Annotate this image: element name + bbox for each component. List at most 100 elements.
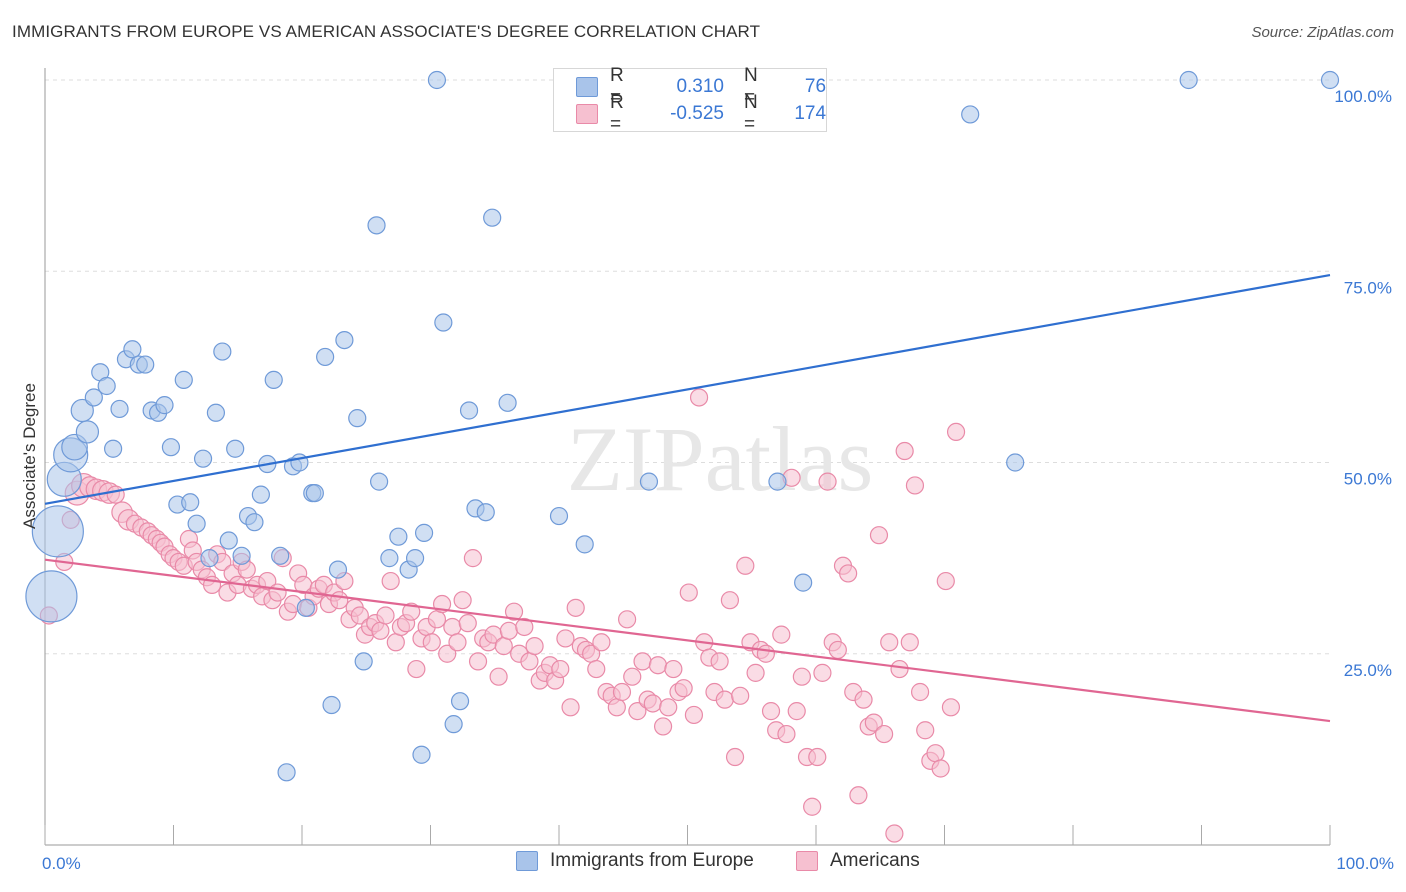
americans-point <box>813 663 832 682</box>
trend-lines <box>44 273 1331 723</box>
immigrants-point <box>187 514 206 533</box>
immigrants-point <box>251 485 270 504</box>
immigrants-point <box>348 409 367 428</box>
americans-point <box>561 698 580 717</box>
immigrants-point <box>104 439 123 458</box>
americans-point <box>839 564 858 583</box>
americans-point <box>268 583 287 602</box>
americans-point <box>453 591 472 610</box>
immigrants-point <box>232 546 251 565</box>
immigrants-trend-line <box>44 273 1331 505</box>
immigrants-point <box>498 393 517 412</box>
americans-point <box>463 549 483 568</box>
immigrants-point <box>450 692 470 711</box>
americans-point <box>880 633 899 652</box>
immigrants-point <box>75 420 100 444</box>
americans-point <box>731 686 750 705</box>
bottom-legend-label: Americans <box>830 850 920 871</box>
americans-point <box>756 644 775 663</box>
source-label: Source: ZipAtlas.com <box>1251 24 1394 41</box>
immigrants-point <box>370 472 389 491</box>
y-axis-label: Associate's Degree <box>20 383 39 529</box>
legend-n-label: N = <box>743 92 758 135</box>
immigrants-point <box>136 355 155 374</box>
americans-point <box>931 759 950 778</box>
immigrants-point <box>271 546 290 565</box>
americans-point <box>566 598 585 617</box>
immigrants-point <box>405 549 425 568</box>
americans-point <box>350 606 369 625</box>
immigrants-point <box>434 313 453 332</box>
americans-point <box>494 636 513 656</box>
bottom-legend-label: Immigrants from Europe <box>550 850 754 871</box>
americans-point <box>869 526 889 545</box>
americans-point <box>648 656 668 675</box>
immigrants-point <box>1179 70 1198 90</box>
immigrants-point <box>97 376 116 396</box>
americans-point <box>746 663 765 682</box>
immigrants-point <box>219 531 238 550</box>
americans-point <box>885 824 904 843</box>
americans-point <box>633 652 652 671</box>
americans-point <box>772 625 791 644</box>
immigrants-point <box>335 331 354 350</box>
americans-point <box>468 652 488 671</box>
americans-point <box>443 617 462 637</box>
legend-swatch-pink <box>576 104 598 124</box>
americans-point <box>618 610 637 629</box>
americans-point <box>900 633 919 652</box>
legend-r-label: R = <box>609 65 624 108</box>
immigrants-point <box>181 493 200 512</box>
americans-point <box>946 422 966 441</box>
americans-point <box>402 602 421 621</box>
americans-point <box>659 698 678 717</box>
immigrants-point <box>549 506 569 526</box>
americans-point <box>422 633 441 652</box>
immigrants-point <box>444 715 463 734</box>
americans-point <box>489 667 508 686</box>
immigrants-point <box>961 105 980 124</box>
americans-point <box>674 679 693 698</box>
immigrants-point <box>193 449 213 468</box>
immigrants-point <box>389 527 408 546</box>
immigrants-point <box>322 695 341 715</box>
americans-trend-line <box>44 558 1331 723</box>
y-tick-label: 100.0% <box>1334 87 1392 106</box>
americans-point <box>926 744 945 763</box>
bottom-legend-swatch-blue <box>516 851 538 871</box>
immigrants-point <box>277 763 296 782</box>
immigrants-point <box>161 438 181 457</box>
americans-point <box>106 485 125 504</box>
immigrants-point <box>427 70 447 90</box>
immigrants-point <box>31 505 84 558</box>
immigrants-point <box>110 399 129 419</box>
americans-point <box>628 702 647 721</box>
immigrants-point <box>264 370 283 389</box>
americans-point <box>905 476 925 495</box>
immigrants-point <box>213 342 232 361</box>
americans-points <box>39 388 966 843</box>
americans-point <box>916 721 935 740</box>
americans-point <box>828 640 847 660</box>
americans-point <box>525 636 544 656</box>
americans-point <box>551 659 570 679</box>
legend-row-americans: R = -0.525 N = 174 <box>576 92 826 135</box>
immigrants-point <box>354 652 373 671</box>
immigrants-point <box>768 472 787 491</box>
americans-point <box>808 747 827 767</box>
immigrants-point <box>639 472 659 491</box>
immigrants-point <box>174 370 193 389</box>
americans-point <box>875 724 894 744</box>
americans-point <box>895 441 914 461</box>
americans-point <box>715 690 734 709</box>
americans-point <box>407 659 426 679</box>
immigrants-point <box>483 208 502 227</box>
americans-point <box>777 724 796 744</box>
immigrants-points <box>25 70 1340 782</box>
americans-point <box>607 698 626 717</box>
americans-point <box>736 556 755 575</box>
immigrants-point <box>380 549 399 568</box>
americans-point <box>330 591 349 610</box>
americans-point <box>910 682 930 702</box>
